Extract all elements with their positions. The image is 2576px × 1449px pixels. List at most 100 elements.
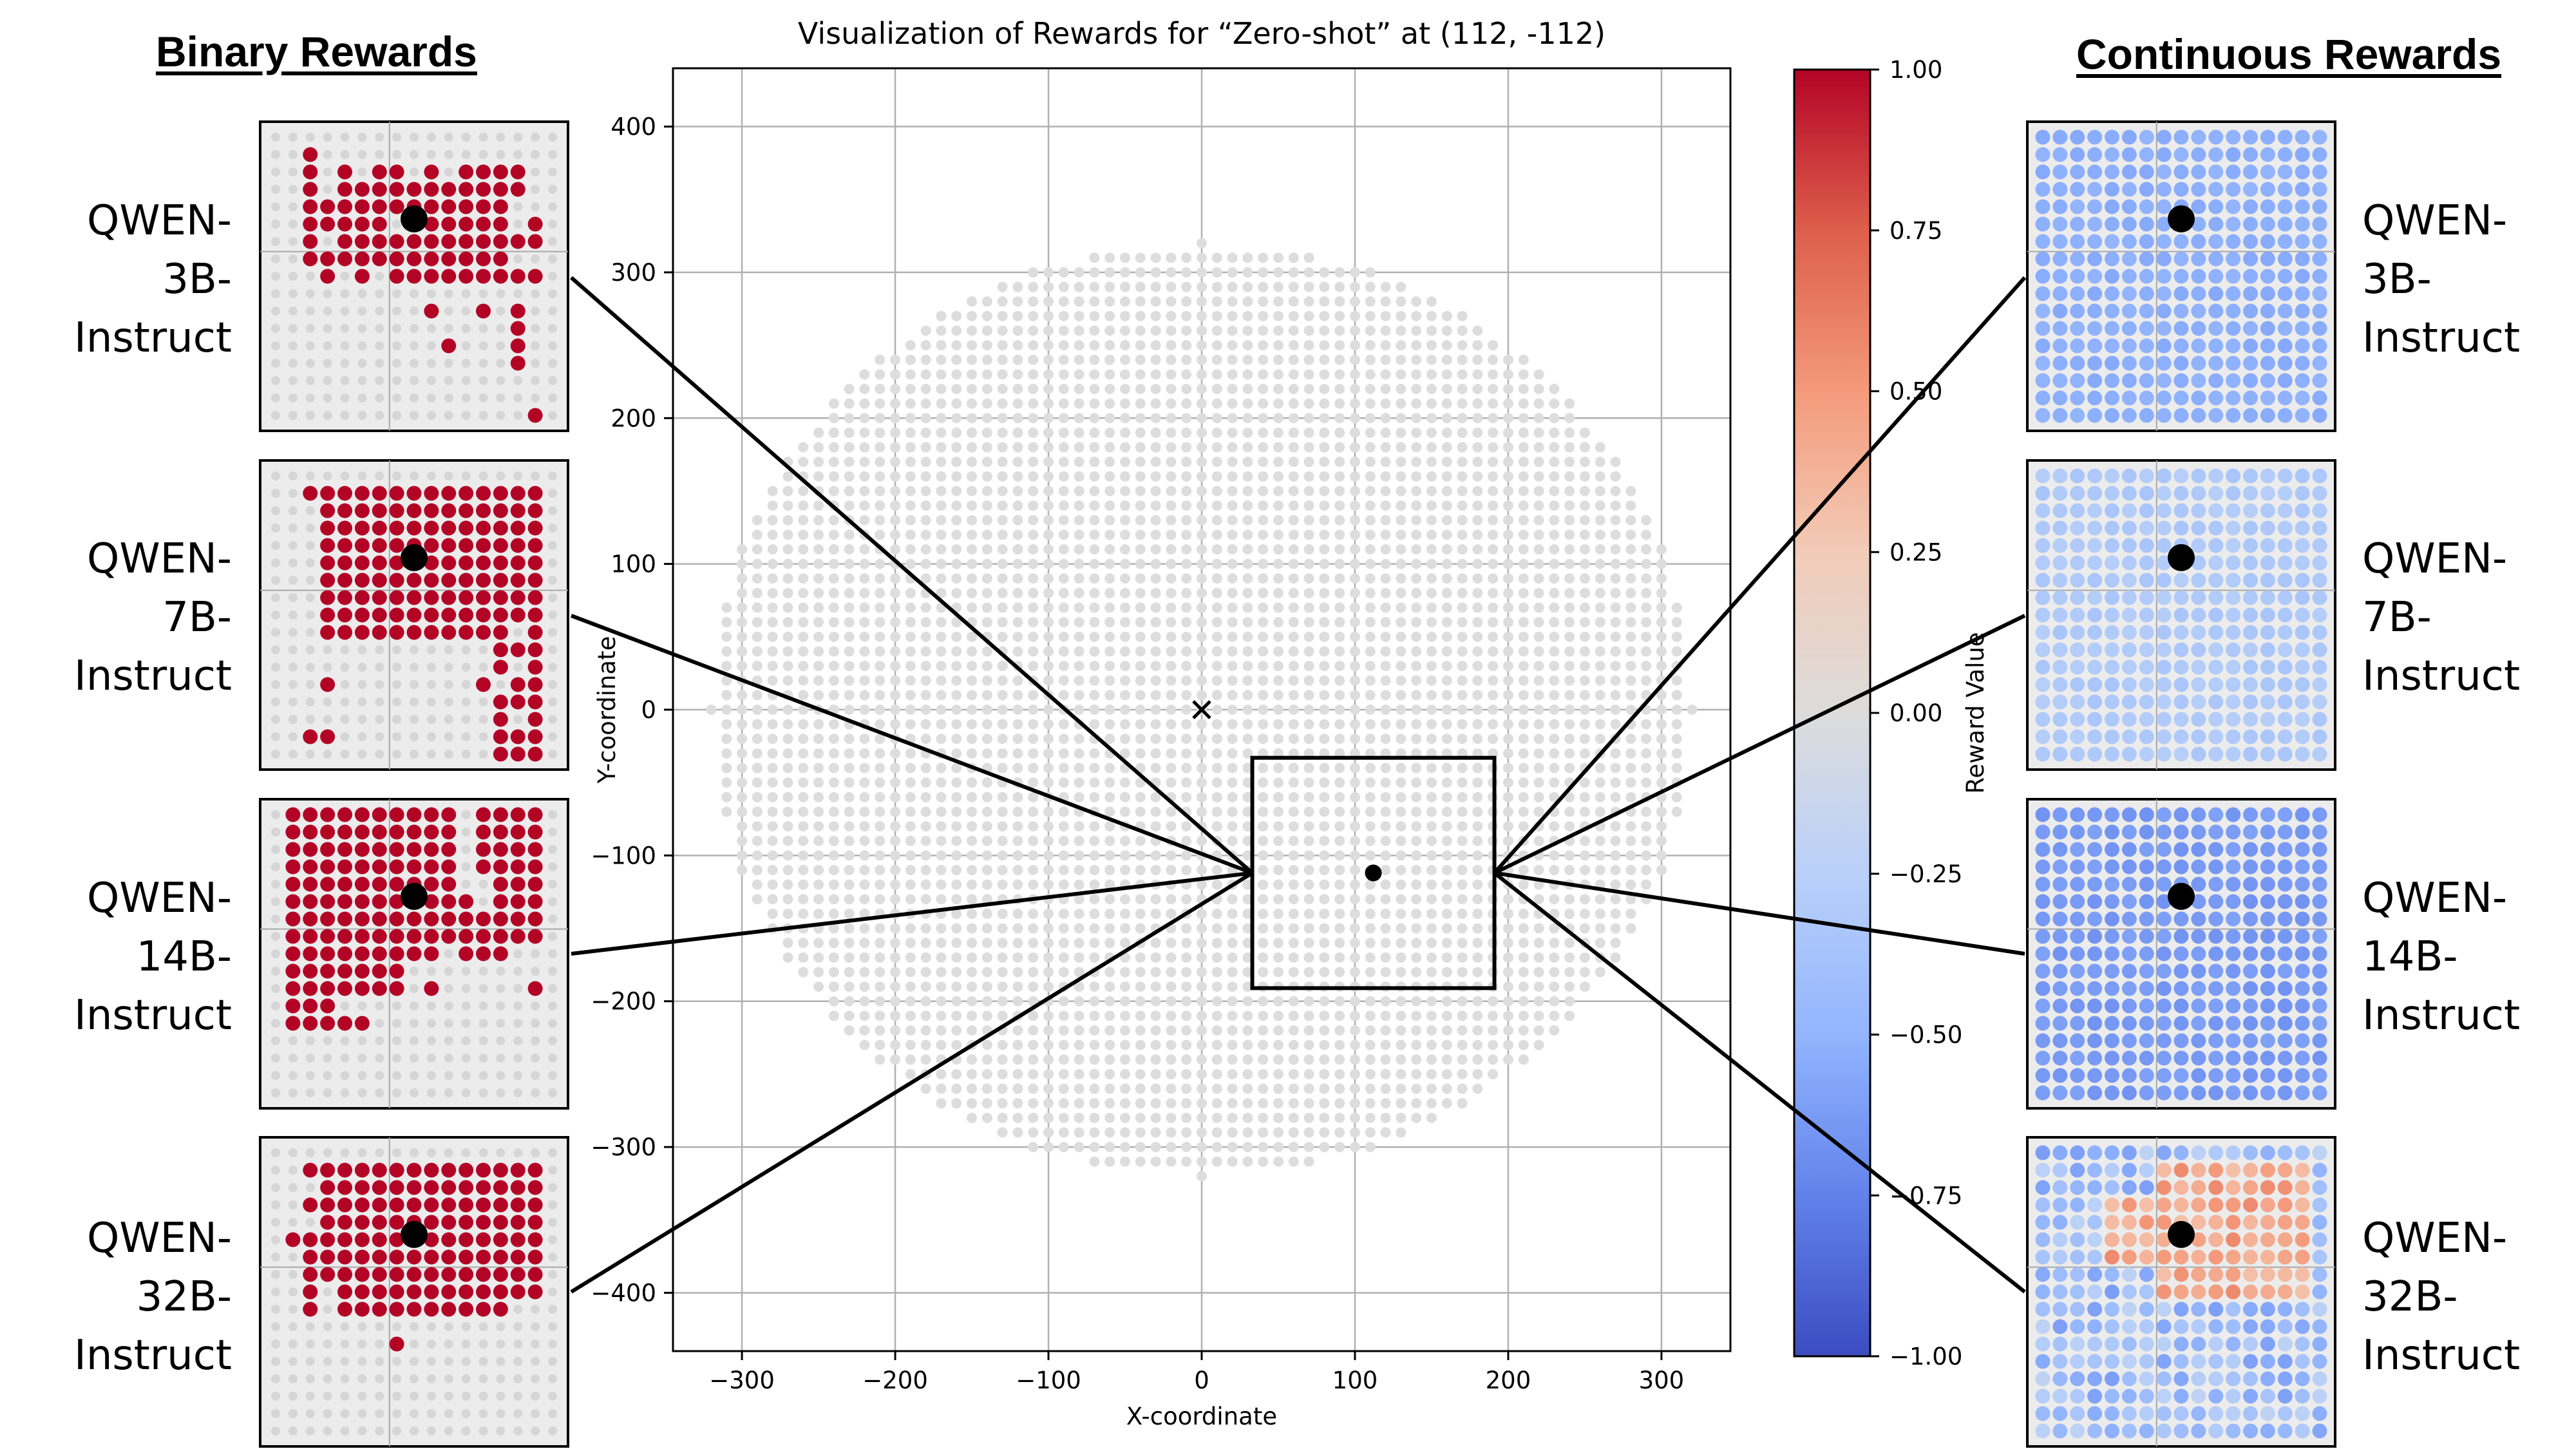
- reward-point: [1380, 310, 1391, 321]
- reward-point-positive: [459, 1215, 474, 1230]
- reward-point-zero: [410, 324, 419, 333]
- reward-point: [1518, 967, 1529, 978]
- reward-point: [875, 791, 886, 802]
- reward-point: [1441, 952, 1452, 963]
- reward-point: [1120, 457, 1131, 468]
- reward-point: [890, 631, 901, 642]
- reward-point-zero: [375, 471, 384, 480]
- reward-point: [967, 675, 978, 686]
- reward-point: [1135, 661, 1146, 672]
- reward-point: [844, 558, 855, 569]
- reward-point: [905, 442, 916, 453]
- reward-point: [1441, 500, 1452, 511]
- reward-point: [1610, 573, 1621, 584]
- reward-point: [1211, 646, 1222, 657]
- reward-point: [1120, 967, 1131, 978]
- reward-point: [1135, 1142, 1146, 1153]
- reward-point: [1579, 777, 1590, 788]
- reward-point: [1319, 558, 1330, 569]
- reward-point: [997, 281, 1008, 292]
- reward-point-zero: [513, 1426, 523, 1435]
- reward-point: [1258, 1112, 1269, 1123]
- reward-point: [2243, 338, 2258, 354]
- reward-point: [2295, 182, 2310, 197]
- reward-point: [1288, 821, 1299, 832]
- reward-point-positive: [320, 1197, 336, 1213]
- reward-point-zero: [375, 1054, 384, 1063]
- reward-point: [1349, 427, 1360, 438]
- reward-point: [1288, 252, 1299, 263]
- reward-point-positive: [424, 216, 439, 232]
- reward-point: [1518, 923, 1529, 934]
- reward-point: [1457, 879, 1468, 890]
- reward-point-zero: [323, 697, 332, 706]
- reward-point: [1518, 996, 1529, 1007]
- reward-point: [1043, 486, 1054, 497]
- reward-point: [875, 369, 886, 380]
- reward-point: [997, 908, 1008, 919]
- reward-point-zero: [461, 697, 471, 706]
- reward-point: [752, 646, 762, 657]
- reward-point: [1197, 587, 1207, 598]
- reward-point: [721, 705, 732, 715]
- reward-point-positive: [510, 355, 526, 371]
- reward-point: [1150, 952, 1161, 963]
- reward-point: [875, 558, 886, 569]
- reward-point: [1411, 1054, 1422, 1065]
- reward-point-positive: [406, 1302, 422, 1317]
- reward-point: [2208, 303, 2224, 319]
- reward-point: [2139, 677, 2154, 692]
- reward-point-positive: [337, 625, 352, 640]
- reward-point: [1334, 369, 1345, 380]
- reward-point-zero: [444, 1054, 453, 1063]
- reward-point-zero: [305, 558, 315, 567]
- reward-point: [1411, 325, 1422, 336]
- reward-point: [1258, 442, 1269, 453]
- reward-point: [1610, 515, 1621, 526]
- reward-point: [2156, 234, 2172, 249]
- reward-point: [844, 384, 855, 394]
- reward-point: [1120, 354, 1131, 365]
- reward-point: [798, 442, 809, 453]
- reward-point-positive: [493, 486, 508, 501]
- reward-point: [1303, 252, 1314, 263]
- reward-point: [752, 631, 762, 642]
- reward-point: [1227, 952, 1238, 963]
- reward-point: [1150, 631, 1161, 642]
- reward-point: [1334, 821, 1345, 832]
- reward-point: [1028, 281, 1039, 292]
- reward-point-positive: [476, 607, 491, 623]
- reward-point-zero: [392, 471, 402, 480]
- reward-point: [1150, 981, 1161, 992]
- reward-point: [2208, 694, 2224, 710]
- reward-point: [1349, 675, 1360, 686]
- reward-point: [1472, 340, 1483, 351]
- reward-point: [997, 325, 1008, 336]
- reward-point: [967, 558, 978, 569]
- reward-point: [1334, 690, 1345, 701]
- reward-point: [782, 544, 793, 554]
- reward-point: [2226, 303, 2241, 319]
- reward-point: [981, 938, 992, 949]
- reward-point-positive: [527, 625, 543, 640]
- reward-point: [1579, 500, 1590, 511]
- reward-point: [1579, 865, 1590, 875]
- reward-point-zero: [375, 1357, 384, 1366]
- reward-point: [920, 835, 931, 846]
- reward-point: [1120, 617, 1131, 628]
- reward-point: [1074, 515, 1084, 526]
- reward-point: [997, 587, 1008, 598]
- reward-point: [1120, 325, 1131, 336]
- reward-point-positive: [320, 269, 336, 284]
- reward-point: [844, 398, 855, 409]
- reward-point: [828, 791, 839, 802]
- reward-point-zero: [392, 376, 402, 385]
- reward-point-zero: [531, 1357, 540, 1366]
- reward-point: [1150, 1054, 1161, 1065]
- reward-point: [1518, 806, 1529, 817]
- reward-point: [1411, 1068, 1422, 1079]
- reward-point: [737, 806, 748, 817]
- reward-point-zero: [305, 324, 315, 333]
- reward-point: [1043, 1010, 1054, 1021]
- reward-point-zero: [323, 359, 332, 368]
